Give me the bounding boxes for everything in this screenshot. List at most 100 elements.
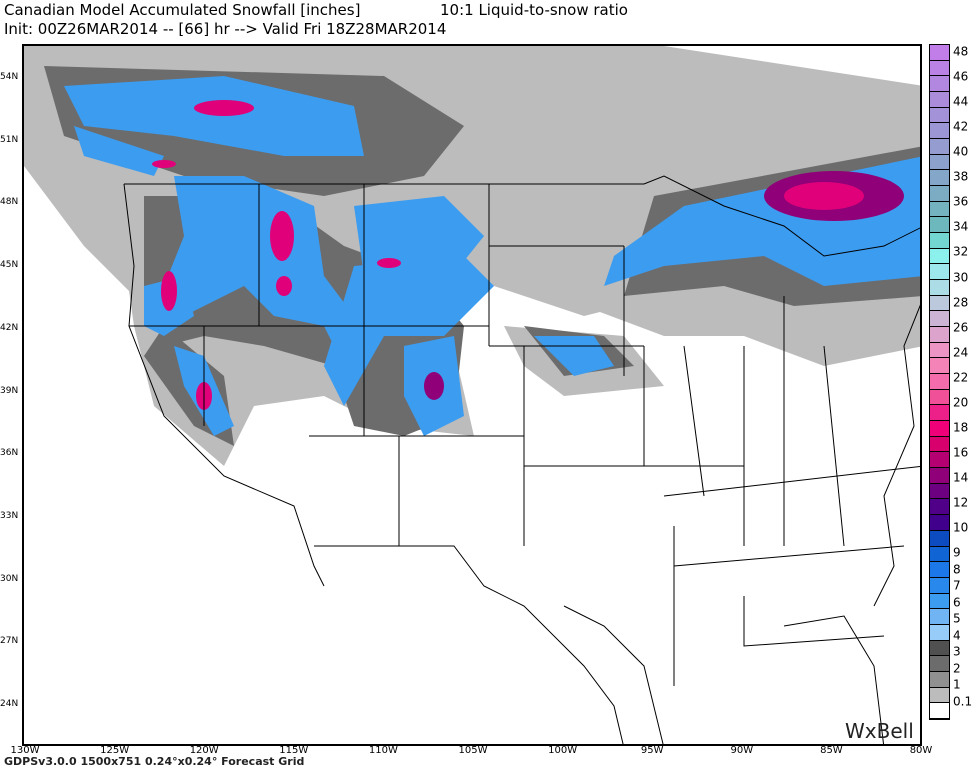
legend-swatch	[930, 374, 949, 390]
map-title: Canadian Model Accumulated Snowfall [inc…	[4, 1, 361, 19]
legend-swatch	[930, 499, 949, 516]
legend-label: 12	[953, 495, 969, 510]
legend-swatch	[930, 436, 949, 453]
legend-swatch	[930, 389, 949, 406]
legend-swatch	[930, 92, 949, 108]
legend-swatch	[930, 703, 949, 719]
legend-swatch	[930, 45, 949, 61]
legend-swatch	[930, 233, 949, 249]
legend-swatch	[930, 139, 949, 155]
legend-label: 16	[953, 445, 969, 460]
legend-swatch	[930, 107, 949, 124]
lat-label: 51N	[0, 134, 19, 145]
legend-label: 42	[953, 119, 969, 134]
legend-label: 48	[953, 44, 969, 59]
lat-label: 48N	[0, 197, 19, 208]
lon-label: 80W	[909, 745, 933, 756]
legend-swatch	[930, 593, 949, 610]
lon-label: 100W	[548, 745, 578, 756]
lon-label: 125W	[100, 745, 130, 756]
legend-swatch	[930, 530, 949, 547]
legend-swatch	[930, 201, 949, 218]
legend-swatch	[930, 248, 949, 265]
legend-label: 36	[953, 194, 969, 209]
legend-swatch	[930, 264, 949, 281]
legend-swatch	[930, 342, 949, 359]
coastline	[563, 304, 920, 744]
legend-label: 9	[953, 545, 961, 560]
legend-swatch	[930, 217, 949, 234]
legend-label: 1	[953, 677, 961, 692]
grid-info: GDPSv3.0.0 1500x751 0.24°x0.24° Forecast…	[4, 755, 305, 768]
brand-logo: WxBell	[845, 719, 914, 743]
lon-label: 105W	[458, 745, 488, 756]
legend-swatch	[930, 280, 949, 296]
legend-swatch	[930, 468, 949, 484]
legend-label: 8	[953, 562, 961, 577]
legend-label: 20	[953, 395, 969, 410]
legend-label: 32	[953, 244, 969, 259]
snowfall-map	[22, 44, 922, 746]
legend-swatch	[930, 327, 949, 343]
ratio-label: 10:1 Liquid-to-snow ratio	[440, 1, 628, 19]
lat-label: 30N	[0, 573, 19, 584]
legend-label: 7	[953, 578, 961, 593]
legend-label: 5	[953, 611, 961, 626]
lat-label: 45N	[0, 260, 19, 271]
lon-label: 115W	[279, 745, 309, 756]
legend-swatch	[930, 405, 949, 422]
legend-label: 3	[953, 644, 961, 659]
legend-swatch	[930, 186, 949, 202]
legend-label: 2	[953, 661, 961, 676]
snow-magenta	[152, 100, 904, 410]
legend-swatch	[930, 483, 949, 500]
boundaries	[123, 175, 920, 744]
legend-swatch	[930, 640, 949, 657]
legend-swatch	[930, 515, 949, 531]
legend-label: 6	[953, 595, 961, 610]
legend-swatch	[930, 671, 949, 688]
lat-label: 36N	[0, 448, 19, 459]
legend-label: 46	[953, 69, 969, 84]
legend-swatch	[930, 577, 949, 594]
legend-label: 4	[953, 628, 961, 643]
legend-label: 26	[953, 320, 969, 335]
legend-swatch	[930, 421, 949, 437]
map-canvas	[24, 46, 920, 744]
legend-label: 28	[953, 295, 969, 310]
legend-swatch	[930, 609, 949, 625]
legend-swatch	[930, 452, 949, 469]
legend-swatch	[930, 624, 949, 641]
legend-label: 18	[953, 420, 969, 435]
legend-label: 10	[953, 520, 969, 535]
legend-swatch	[930, 656, 949, 672]
legend-swatch	[930, 358, 949, 375]
legend-swatch	[930, 170, 949, 187]
legend-label: 40	[953, 144, 969, 159]
legend-label: 0.1	[953, 694, 973, 709]
legend-swatch	[930, 154, 949, 171]
lat-label: 24N	[0, 699, 19, 709]
lat-label: 27N	[0, 636, 19, 647]
lon-label: 85W	[820, 745, 843, 756]
lon-label: 120W	[189, 745, 219, 756]
legend-label: 44	[953, 94, 969, 109]
legend-label: 30	[953, 270, 969, 285]
legend-label: 38	[953, 169, 969, 184]
lat-label: 42N	[0, 322, 19, 333]
lon-label: 130W	[10, 745, 40, 756]
lat-label: 39N	[0, 385, 19, 396]
init-valid-line: Init: 00Z26MAR2014 -- [66] hr --> Valid …	[4, 20, 447, 38]
legend-swatch	[930, 546, 949, 563]
legend-label: 34	[953, 219, 969, 234]
lon-label: 90W	[730, 745, 754, 756]
lat-label: 33N	[0, 510, 19, 521]
lon-label: 95W	[640, 745, 664, 756]
legend-label: 14	[953, 470, 969, 485]
legend-label: 22	[953, 370, 969, 385]
legend-swatch	[930, 311, 949, 328]
legend-swatch	[930, 76, 949, 93]
legend-swatch	[930, 687, 949, 704]
legend-swatch	[930, 562, 949, 578]
legend-label: 24	[953, 345, 969, 360]
